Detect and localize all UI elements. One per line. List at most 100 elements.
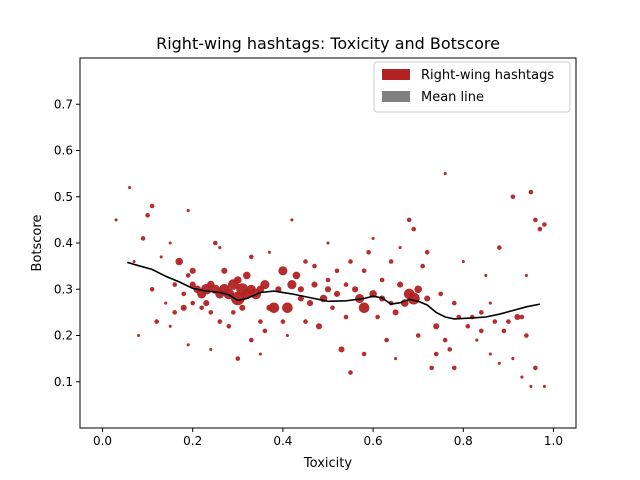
scatter-point-3	[132, 259, 136, 264]
scatter-point-123	[285, 333, 289, 338]
scatter-point-74	[379, 277, 385, 283]
scatter-point-56	[303, 319, 308, 324]
scatter-point-84	[411, 226, 417, 232]
scatter-point-48	[268, 302, 280, 314]
scatter-point-16	[180, 304, 187, 311]
scatter-point-150	[262, 328, 268, 334]
scatter-point-2	[149, 203, 155, 209]
scatter-point-90	[443, 172, 447, 176]
legend: Right-wing hashtags Mean line	[373, 61, 571, 113]
scatter-point-53	[290, 218, 294, 222]
scatter-point-116	[511, 357, 515, 361]
x-axis-label: Toxicity	[303, 456, 352, 471]
scatter-point-107	[519, 314, 525, 320]
scatter-point-24	[203, 300, 210, 307]
scatter-point-17	[186, 209, 190, 213]
scatter-point-103	[501, 328, 507, 334]
scatter-point-61	[325, 277, 331, 283]
scatter-point-101	[492, 319, 498, 324]
y-axis: 0.1 0.2 0.3 0.4 0.5 0.6 0.7	[54, 97, 80, 389]
scatter-point-4	[140, 236, 146, 241]
scatter-point-6	[114, 218, 118, 222]
scatter-point-78	[397, 281, 404, 288]
scatter-point-15	[181, 291, 186, 297]
scatter-point-70	[358, 302, 370, 314]
scatter-point-146	[343, 314, 349, 320]
y-tick-label: 0.5	[54, 190, 73, 204]
scatter-point-66	[343, 282, 349, 287]
scatter-point-51	[282, 302, 293, 314]
scatter-point-33	[226, 324, 232, 329]
scatter-point-121	[235, 356, 241, 361]
x-axis: 0.0 0.2 0.4 0.6 0.8 1.0	[93, 428, 563, 448]
scatter-point-75	[384, 337, 389, 343]
mean-line	[127, 261, 541, 320]
y-tick-label: 0.3	[54, 282, 73, 296]
scatter-point-95	[465, 324, 471, 329]
scatter-point-67	[348, 259, 353, 264]
scatter-point-55	[297, 286, 304, 293]
scatter-point-105	[510, 194, 516, 200]
scatter-point-112	[542, 222, 547, 227]
scatter-point-94	[461, 259, 465, 264]
scatter-point-31	[221, 267, 228, 274]
scatter-point-110	[533, 217, 538, 223]
y-tick-label: 0.1	[54, 375, 73, 389]
plot-area	[114, 172, 547, 388]
scatter-point-87	[429, 365, 435, 371]
scatter-point-38	[239, 304, 246, 311]
scatter-point-40	[243, 271, 251, 280]
scatter-point-13	[172, 282, 177, 287]
scatter-point-126	[394, 357, 398, 361]
scatter-point-85	[420, 263, 426, 269]
scatter-point-127	[433, 351, 439, 357]
scatter-point-113	[533, 365, 538, 371]
scatter-point-125	[361, 351, 367, 357]
x-tick-label: 0.8	[454, 434, 473, 448]
scatter-point-36	[234, 276, 242, 284]
x-tick-label: 0.4	[273, 434, 292, 448]
scatter-point-129	[218, 246, 222, 250]
y-tick-label: 0.4	[54, 236, 73, 250]
scatter-point-106	[514, 313, 521, 321]
scatter-point-57	[306, 300, 314, 307]
scatter-point-9	[159, 255, 163, 259]
scatter-point-54	[292, 271, 301, 280]
scatter-point-133	[371, 236, 375, 240]
legend-frame	[373, 61, 571, 113]
x-tick-label: 1.0	[544, 434, 563, 448]
scatter-point-155	[497, 361, 501, 365]
scatter-point-147	[361, 268, 367, 274]
scatter-point-152	[312, 263, 317, 269]
scatter-point-149	[231, 310, 236, 315]
scatter-point-118	[542, 384, 546, 388]
scatter-point-100	[488, 352, 492, 356]
scatter-point-119	[186, 343, 190, 347]
scatter-point-97	[475, 338, 479, 342]
scatter-point-117	[524, 333, 529, 338]
scatter-point-83	[406, 217, 412, 223]
scatter-point-115	[520, 375, 524, 379]
scatter-point-0	[128, 185, 132, 190]
scatter-point-19	[189, 281, 196, 288]
scatter-point-144	[479, 328, 484, 334]
scatter-point-8	[154, 319, 159, 324]
scatter-point-86	[424, 295, 431, 302]
x-tick-label: 0.6	[364, 434, 383, 448]
scatter-point-81	[407, 292, 420, 305]
scatter-point-82	[414, 285, 423, 294]
scatter-point-28	[213, 240, 218, 246]
scatter-point-71	[366, 250, 371, 255]
scatter-point-12	[168, 324, 172, 328]
scatter-point-139	[324, 286, 332, 293]
scatter-point-130	[249, 254, 254, 260]
scatter-point-88	[433, 323, 440, 330]
scatter-point-111	[537, 226, 543, 232]
scatter-point-7	[149, 287, 155, 292]
scatter-point-73	[375, 314, 380, 320]
legend-label-mean-line: Mean line	[421, 90, 484, 105]
scatter-point-1	[145, 213, 150, 218]
scatter-point-135	[172, 310, 177, 315]
scatter-point-136	[190, 300, 195, 306]
scatter-point-99	[484, 273, 488, 277]
